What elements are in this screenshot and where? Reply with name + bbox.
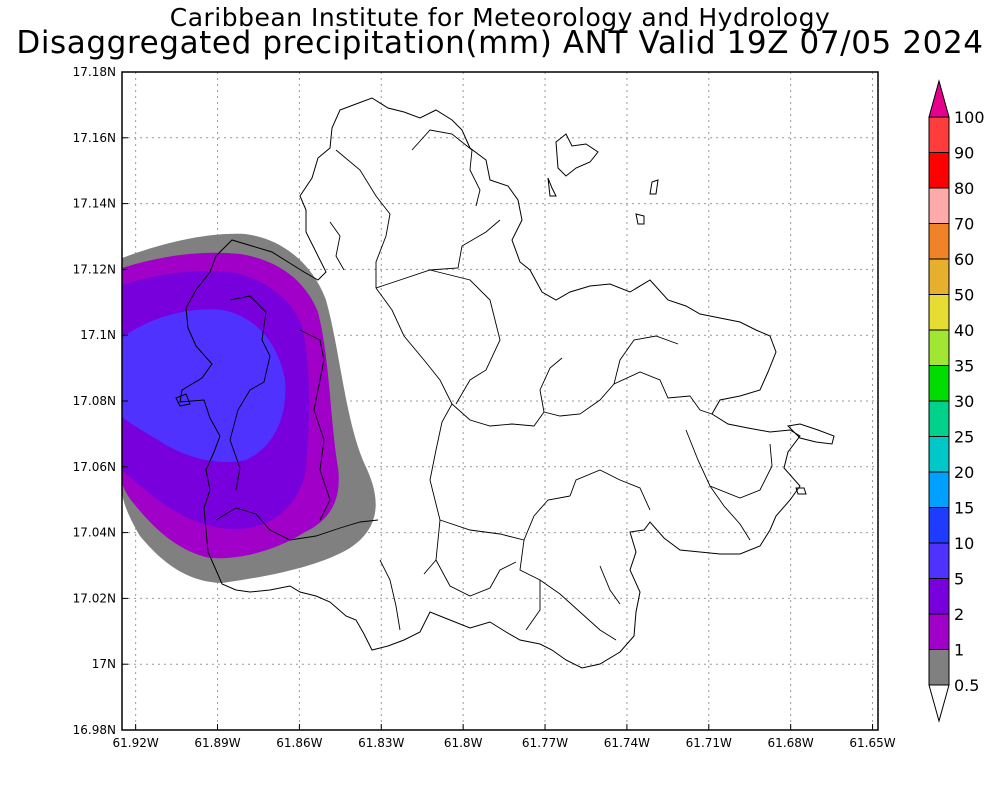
colorbar-swatch	[928, 152, 950, 189]
y-tick-label: 17.04N	[73, 526, 116, 540]
island-coastline	[175, 97, 835, 669]
colorbar-swatch	[928, 116, 950, 153]
y-tick-label: 17N	[92, 657, 116, 671]
island-east-1	[786, 423, 835, 445]
colorbar-label: 35	[954, 357, 974, 376]
colorbar-label: 60	[954, 250, 974, 269]
colorbar-label: 2	[954, 605, 964, 624]
colorbar-label: 0.5	[954, 676, 979, 695]
colorbar-label: 25	[954, 428, 974, 447]
x-tick-label: 61.65W	[849, 736, 895, 750]
island-west-1	[175, 393, 191, 407]
colorbar-label: 5	[954, 570, 964, 589]
colorbar-label: 1	[954, 641, 964, 660]
precipitation-field	[122, 233, 376, 583]
y-tick-label: 17.06N	[73, 460, 116, 474]
y-tick-label: 17.18N	[73, 65, 116, 79]
colorbar-label: 50	[954, 286, 974, 305]
x-tick-label: 61.92W	[113, 736, 159, 750]
colorbar-swatch	[928, 187, 950, 224]
x-tick-label: 61.71W	[686, 736, 732, 750]
colorbar-swatch	[928, 294, 950, 331]
colorbar-over-triangle	[928, 79, 950, 118]
colorbar-label: 15	[954, 499, 974, 518]
island-east-2	[795, 487, 807, 495]
internal-boundaries	[215, 129, 773, 641]
colorbar-label: 70	[954, 215, 974, 234]
colorbar-swatch	[928, 649, 950, 686]
y-tick-label: 17.1N	[80, 328, 116, 342]
island-northeast-1	[555, 133, 599, 177]
colorbar-label: 20	[954, 463, 974, 482]
x-tick-label: 61.8W	[444, 736, 483, 750]
y-tick-label: 17.12N	[73, 262, 116, 276]
x-tick-label: 61.77W	[522, 736, 568, 750]
y-tick-label: 17.14N	[73, 197, 116, 211]
antigua-coastline	[179, 97, 801, 669]
island-northeast-4	[635, 213, 645, 225]
y-tick-label: 17.08N	[73, 394, 116, 408]
y-axis: 17.18N 17.16N 17.14N 17.12N 17.1N 17.08N 17.06…	[73, 65, 128, 737]
colorbar-label: 10	[954, 534, 974, 553]
colorbar-swatch	[928, 258, 950, 295]
x-axis: 61.92W 61.89W 61.86W 61.83W 61.8W 61.77W 61.74…	[113, 724, 896, 750]
colorbar-swatch	[928, 542, 950, 579]
title-line-2: Disaggregated precipitation(mm) ANT Vali…	[16, 25, 984, 61]
x-tick-label: 61.89W	[194, 736, 240, 750]
colorbar-label: 40	[954, 321, 974, 340]
y-tick-label: 17.16N	[73, 131, 116, 145]
colorbar-swatch	[928, 471, 950, 508]
x-tick-label: 61.68W	[768, 736, 814, 750]
island-northeast-3	[649, 179, 659, 195]
y-tick-label: 16.98N	[73, 723, 116, 737]
colorbar-under-triangle	[928, 684, 950, 723]
colorbar-label: 100	[954, 108, 985, 127]
colorbar-swatch	[928, 507, 950, 544]
colorbar-swatch	[928, 223, 950, 260]
x-tick-label: 61.83W	[358, 736, 404, 750]
colorbar-swatch	[928, 613, 950, 650]
x-tick-label: 61.74W	[604, 736, 650, 750]
title-line-1: Caribbean Institute for Meteorology and …	[169, 3, 831, 32]
colorbar-swatch	[928, 578, 950, 615]
island-northeast-2	[547, 177, 557, 197]
colorbar-swatch	[928, 329, 950, 366]
colorbar-swatch	[928, 400, 950, 437]
colorbar-label: 80	[954, 179, 974, 198]
x-tick-label: 61.86W	[276, 736, 322, 750]
colorbar-swatch	[928, 436, 950, 473]
colorbar-label: 30	[954, 392, 974, 411]
y-tick-label: 17.02N	[73, 591, 116, 605]
precip-contour-10mm	[122, 309, 286, 462]
colorbar-label: 90	[954, 144, 974, 163]
colorbar-swatch	[928, 365, 950, 402]
